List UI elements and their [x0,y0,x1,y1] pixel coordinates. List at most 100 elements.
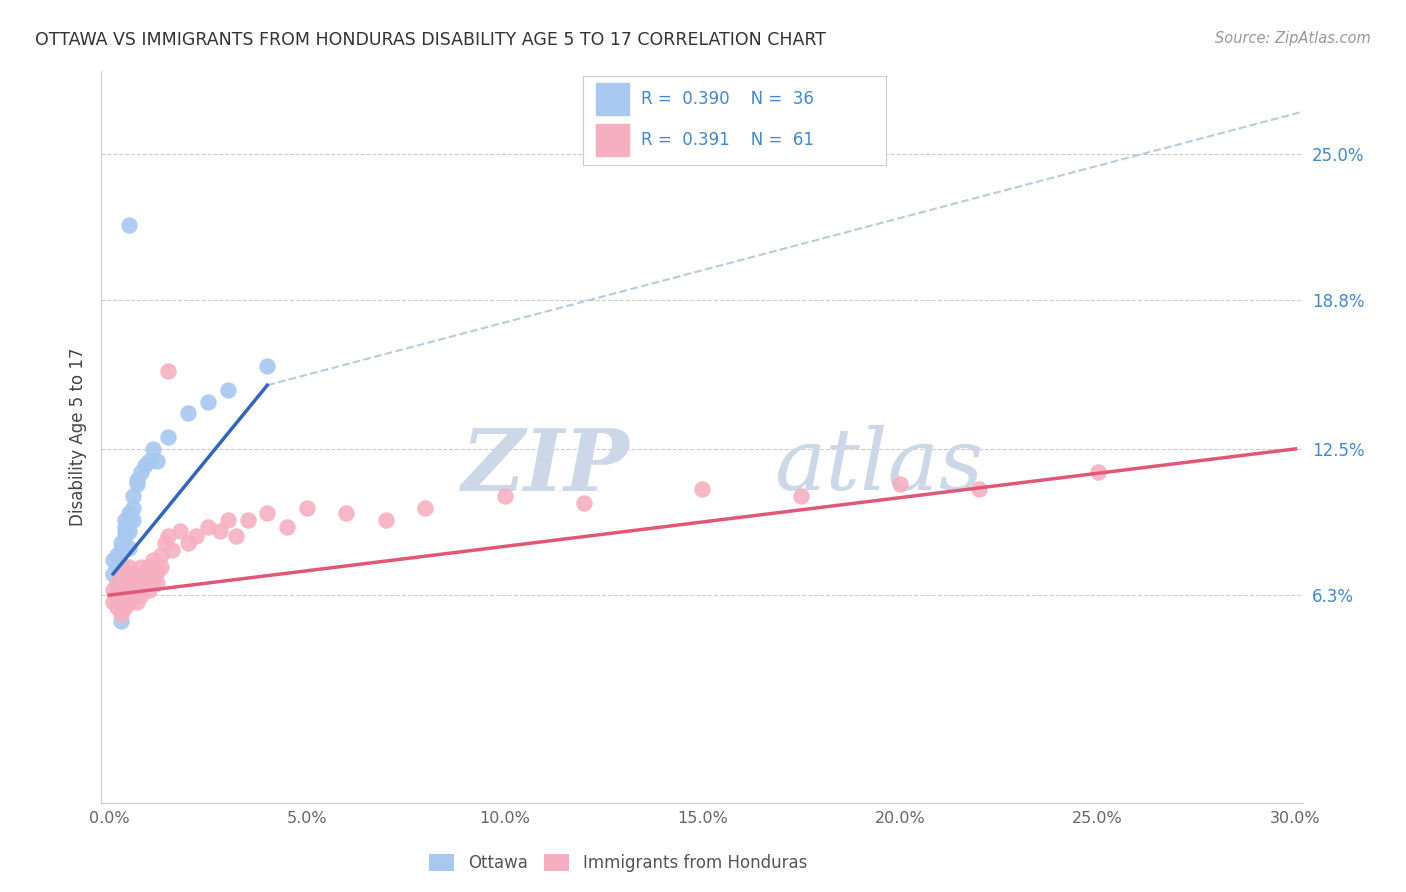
Point [110,565,132,579]
Point [125,595,148,609]
Point [118,524,141,539]
Point [177,536,200,550]
Point [125,583,148,598]
Point [142,442,165,456]
Point [110,572,132,586]
Point [335,506,357,520]
Legend: Ottawa, Immigrants from Honduras: Ottawa, Immigrants from Honduras [423,847,814,879]
Point [110,543,132,558]
Point [134,576,156,591]
Point [142,553,165,567]
Point [295,500,318,515]
Point [134,458,156,473]
Point [129,576,152,591]
Point [142,572,165,586]
Point [125,572,148,586]
Point [256,506,278,520]
Text: R =  0.391    N =  61: R = 0.391 N = 61 [641,131,814,149]
Point [149,548,172,562]
Point [138,453,160,467]
Point [105,576,128,591]
Point [967,482,990,496]
Point [129,588,152,602]
Point [122,566,145,581]
Point [118,218,141,232]
Point [105,588,128,602]
Point [1087,466,1109,480]
Point [110,595,132,609]
Point [110,572,132,586]
Point [101,583,124,598]
Point [153,536,176,550]
Point [889,477,911,491]
Point [197,520,219,534]
Point [101,553,124,567]
Point [177,407,200,421]
Point [149,559,172,574]
Text: Source: ZipAtlas.com: Source: ZipAtlas.com [1215,31,1371,46]
Point [114,566,136,581]
Text: R =  0.390    N =  36: R = 0.390 N = 36 [641,90,814,108]
Point [110,595,132,609]
Point [110,536,132,550]
Point [217,383,239,397]
Point [101,595,124,609]
Point [110,583,132,598]
Point [276,520,298,534]
Point [157,430,180,444]
Point [145,576,167,591]
Point [145,565,167,579]
Bar [596,124,628,156]
Point [134,566,156,581]
Point [157,364,180,378]
Point [122,513,145,527]
Point [186,529,208,543]
Point [114,599,136,614]
Point [114,524,136,539]
Point [118,513,141,527]
Point [118,506,141,520]
Point [225,529,247,543]
Point [129,466,152,480]
Point [208,524,231,539]
Point [125,473,148,487]
Point [114,520,136,534]
Point [138,583,160,598]
Point [114,513,136,527]
Point [197,394,219,409]
Point [110,558,132,572]
Point [114,529,136,543]
Point [105,548,128,562]
Point [118,572,141,586]
Point [162,543,184,558]
Point [217,513,239,527]
Point [122,588,145,602]
Point [145,453,167,467]
Point [118,541,141,555]
Point [118,583,141,598]
Point [256,359,278,374]
Point [114,576,136,591]
Point [375,513,398,527]
Point [122,500,145,515]
Point [105,599,128,614]
Point [105,559,128,574]
Point [110,607,132,621]
Point [415,500,437,515]
Point [790,489,813,503]
Point [105,576,128,591]
Point [101,566,124,581]
Point [122,576,145,591]
Point [494,489,516,503]
Point [118,595,141,609]
Point [114,591,136,605]
Point [110,614,132,628]
Point [122,489,145,503]
Point [169,524,191,539]
Point [236,513,259,527]
Text: OTTAWA VS IMMIGRANTS FROM HONDURAS DISABILITY AGE 5 TO 17 CORRELATION CHART: OTTAWA VS IMMIGRANTS FROM HONDURAS DISAB… [35,31,827,49]
Bar [596,83,628,115]
Y-axis label: Disability Age 5 to 17: Disability Age 5 to 17 [69,348,87,526]
Point [157,529,180,543]
Text: ZIP: ZIP [463,425,630,508]
